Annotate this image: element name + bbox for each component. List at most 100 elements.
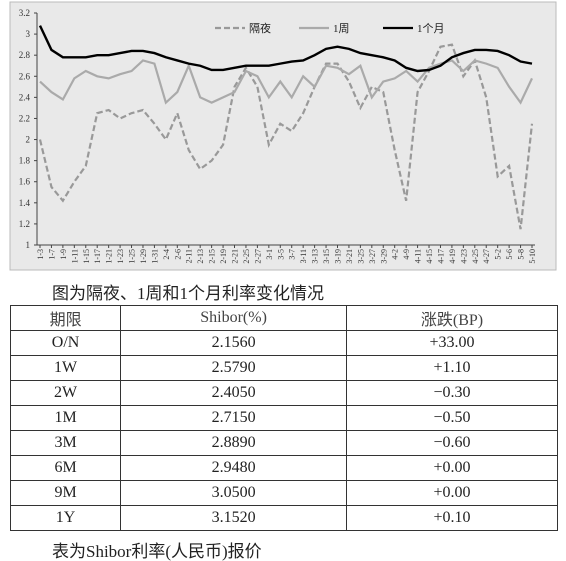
- table-cell: 1Y: [9, 505, 122, 531]
- x-tick-label: 2-25: [242, 249, 251, 264]
- x-tick-label: 3-7: [288, 249, 297, 260]
- header-cell: Shibor(%): [120, 305, 347, 331]
- x-tick-label: 5-6: [505, 249, 514, 260]
- x-tick-label: 4-15: [425, 249, 434, 264]
- series-line: [38, 43, 534, 230]
- x-tick-label: 5-2: [494, 249, 503, 260]
- legend-label: 1周: [333, 22, 350, 35]
- table-cell: 3M: [9, 430, 122, 456]
- x-tick-label: 2-6: [173, 249, 182, 260]
- table-cell: −0.50: [345, 405, 559, 431]
- y-tick-label: 3: [26, 29, 31, 39]
- x-tick-label: 3-11: [299, 249, 308, 263]
- table-cell: +0.00: [345, 455, 559, 481]
- x-tick-label: 1-21: [105, 249, 114, 264]
- table-row: 3M 2.8890 −0.60: [9, 430, 559, 456]
- y-tick-label: 2.8: [19, 50, 31, 60]
- x-tick-label: 1-9: [59, 249, 68, 260]
- x-tick-label: 5-10: [528, 249, 537, 264]
- x-tick-label: 3-19: [333, 249, 342, 264]
- x-tick-label: 2-4: [162, 249, 171, 260]
- series-line: [39, 59, 533, 105]
- table-cell: 2.7150: [120, 405, 347, 431]
- x-tick-label: 1-15: [82, 249, 91, 264]
- x-tick-label: 4-9: [402, 249, 411, 260]
- header-row: 期限 Shibor(%) 涨跌(BP): [9, 305, 559, 331]
- x-tick-label: 1-7: [47, 249, 56, 260]
- chart-caption: 图为隔夜、1周和1个月利率变化情况: [52, 284, 324, 303]
- x-tick-label: 1-25: [128, 249, 137, 264]
- x-tick-label: 1-31: [150, 249, 159, 264]
- x-tick-label: 4-11: [414, 249, 423, 263]
- table-cell: 1M: [9, 405, 122, 431]
- x-tick-label: 2-11: [185, 249, 194, 263]
- table-cell: 3.1520: [120, 505, 347, 531]
- x-tick-label: 3-15: [322, 249, 331, 264]
- table-row: 1M 2.7150 −0.50: [9, 405, 559, 431]
- y-tick-label: 2.6: [19, 71, 31, 81]
- legend-label: 隔夜: [249, 21, 271, 35]
- x-tick-label: 1-17: [93, 249, 102, 264]
- y-tick-label: 1.2: [19, 219, 30, 229]
- x-tick-label: 4-17: [436, 249, 445, 264]
- header-cell: 涨跌(BP): [345, 305, 559, 331]
- x-tick-label: 1-11: [70, 249, 79, 263]
- x-tick-label: 2-15: [208, 249, 217, 264]
- x-tick-label: 3-27: [368, 249, 377, 264]
- y-tick-label: 3.2: [19, 8, 30, 18]
- y-tick-label: 1.6: [19, 177, 31, 187]
- table-cell: 2.4050: [120, 380, 347, 406]
- x-tick-label: 3-5: [276, 249, 285, 260]
- table-row: 9M 3.0500 +0.00: [9, 480, 559, 506]
- x-tick-label: 2-21: [231, 249, 240, 264]
- data-table: 期限 Shibor(%) 涨跌(BP) O/N 2.1560 +33.00 1W 2.5790…: [9, 305, 559, 531]
- table-caption: 表为Shibor利率(人民币)报价: [52, 542, 262, 561]
- table-cell: 2.1560: [120, 330, 347, 356]
- table-cell: 6M: [9, 455, 122, 481]
- table-cell: 1W: [9, 355, 122, 381]
- table-row: 1Y 3.1520 +0.10: [9, 505, 559, 531]
- table-cell: −0.60: [345, 430, 559, 456]
- y-tick-label: 2.2: [19, 113, 30, 123]
- table-row: 6M 2.9480 +0.00: [9, 455, 559, 481]
- legend-label: 1个月: [417, 22, 445, 35]
- x-tick-label: 3-13: [311, 249, 320, 264]
- y-tick-label: 1.8: [19, 156, 31, 166]
- x-tick-label: 4-19: [448, 249, 457, 264]
- table-cell: +0.00: [345, 480, 559, 506]
- y-tick-label: 1.4: [19, 198, 31, 208]
- table-cell: 2W: [9, 380, 122, 406]
- table-cell: +1.10: [345, 355, 559, 381]
- chart-background: [9, 1, 557, 271]
- x-tick-label: 3-25: [356, 249, 365, 264]
- series-line: [38, 25, 533, 73]
- x-tick-label: 4-23: [459, 249, 468, 264]
- x-tick-label: 1-23: [116, 249, 125, 264]
- table-cell: 2.5790: [120, 355, 347, 381]
- x-tick-label: 2-27: [253, 249, 262, 264]
- x-tick-label: 4-25: [471, 249, 480, 264]
- table-cell: 2.8890: [120, 430, 347, 456]
- table-row: O/N 2.1560 +33.00: [9, 330, 559, 356]
- table-cell: +33.00: [345, 330, 559, 356]
- table-cell: O/N: [9, 330, 122, 356]
- y-tick-label: 1: [26, 240, 31, 250]
- x-tick-label: 3-1: [265, 249, 274, 260]
- table-cell: 2.9480: [120, 455, 347, 481]
- table-cell: 3.0500: [120, 480, 347, 506]
- x-tick-label: 4-2: [391, 249, 400, 260]
- y-tick-label: 2: [26, 135, 31, 145]
- table-cell: 9M: [9, 480, 122, 506]
- table-row: 1W 2.5790 +1.10: [9, 355, 559, 381]
- x-tick-label: 5-8: [517, 249, 526, 260]
- x-tick-label: 2-19: [219, 249, 228, 264]
- table-cell: −0.30: [345, 380, 559, 406]
- table-row: 2W 2.4050 −0.30: [9, 380, 559, 406]
- x-tick-label: 4-27: [482, 249, 491, 264]
- chart: 11.21.41.61.822.22.42.62.833.21-3 1-7 1-9 1…: [9, 1, 557, 271]
- header-cell: 期限: [9, 305, 122, 331]
- y-tick-label: 2.4: [19, 92, 31, 102]
- x-tick-label: 3-29: [379, 249, 388, 264]
- table-cell: +0.10: [345, 505, 559, 531]
